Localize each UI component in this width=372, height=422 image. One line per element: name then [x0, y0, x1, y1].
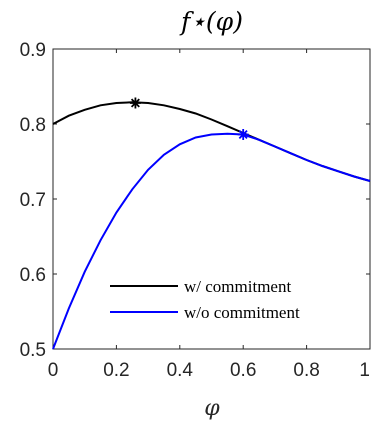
series-line-2: [52, 132, 371, 350]
plot-area: 0 0.2 0.4 0.6 0.8 1 0.5 0.6 0.7 0.8 0.9 w/ commitme…: [20, 40, 371, 381]
x-tick-label: 0: [48, 360, 59, 381]
y-tick-label: 0.7: [20, 190, 46, 211]
series-max-marker-2: [237, 129, 249, 140]
series-line-1: [52, 101, 371, 182]
x-tick-label: 0.4: [167, 360, 194, 381]
x-axis-label: φ: [204, 396, 220, 421]
x-tick-label: 0.8: [293, 360, 319, 381]
y-tick-label: 0.6: [20, 265, 46, 286]
y-tick-label: 0.9: [20, 40, 46, 61]
x-tick-label: 0.6: [230, 360, 256, 381]
y-tick-label: 0.8: [20, 115, 46, 136]
x-tick-label: 0.2: [103, 360, 129, 381]
x-tick-label: 1: [359, 360, 370, 381]
legend-label-2: w/o commitment: [184, 303, 300, 322]
legend-label-1: w/ commitment: [184, 277, 291, 296]
y-tick-label: 0.5: [20, 340, 46, 361]
series-max-marker-1: [129, 97, 141, 109]
chart-title: f⋆(φ): [179, 7, 243, 36]
